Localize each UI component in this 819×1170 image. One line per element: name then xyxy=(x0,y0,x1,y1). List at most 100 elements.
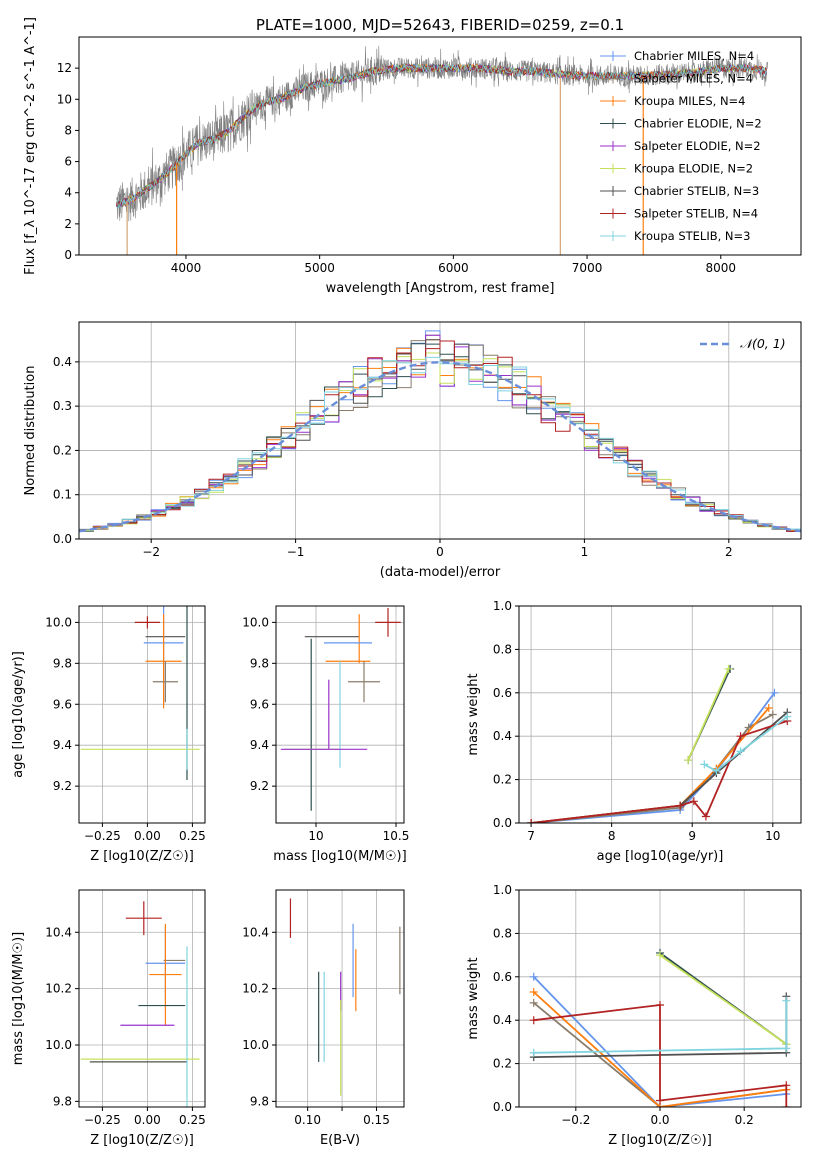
y-tick-label: 9.2 xyxy=(53,779,72,793)
x-tick-label: 8000 xyxy=(706,261,737,275)
legend-label: Chabrier STELIB, N=3 xyxy=(634,184,759,198)
y-tick-label: 0.0 xyxy=(53,532,72,546)
mass-weight-point xyxy=(736,747,745,756)
mass-weight-point xyxy=(529,972,538,981)
x-tick-label: 0.25 xyxy=(179,1113,206,1127)
mass-weight-point xyxy=(656,1096,664,1105)
axes-frame xyxy=(518,605,802,824)
y-tick-label: 0.0 xyxy=(493,816,512,830)
residual-histogram-panel: −2 −1 0 1 2 0.0 0.1 0.2 0.3 0.4 (data-model)/error… xyxy=(23,321,802,580)
x-axis-label: E(B-V) xyxy=(320,1133,360,1148)
figure-title: PLATE=1000, MJD=52643, FIBERID=0259, z=0… xyxy=(256,16,624,34)
x-tick-label: 0.0 xyxy=(650,1113,669,1127)
mass-weight-point xyxy=(701,812,710,821)
y-axis-label: Normed distribution xyxy=(23,366,38,496)
mass-weight-point xyxy=(782,1044,791,1053)
y-tick-label: 9.4 xyxy=(53,738,72,752)
mass-weight-point xyxy=(656,1001,664,1010)
x-tick-label: 10 xyxy=(765,829,780,843)
mass-weight-point xyxy=(529,1048,538,1057)
y-tick-label: 0.4 xyxy=(53,355,72,369)
y-tick-label: 8 xyxy=(64,123,72,137)
normal-distribution-curve xyxy=(79,361,801,533)
axes-frame xyxy=(78,605,206,824)
y-tick-label: 10.4 xyxy=(45,925,72,939)
x-tick-label: 2 xyxy=(725,545,733,559)
mass-weight-point xyxy=(656,951,664,960)
legend-label: Kroupa STELIB, N=3 xyxy=(634,229,751,243)
y-tick-label: 0.2 xyxy=(493,773,512,787)
x-tick-label: −0.25 xyxy=(84,829,121,843)
x-tick-label: 5000 xyxy=(304,261,335,275)
x-tick-label: 7 xyxy=(527,829,535,843)
y-tick-label: 0.2 xyxy=(53,443,72,457)
x-tick-label: 7000 xyxy=(572,261,603,275)
age-vs-metallicity-panel: −0.25 0.00 0.25 9.2 9.4 9.6 9.8 10.0 Z [log10(Z/… xyxy=(11,605,206,864)
x-tick-label: 4000 xyxy=(171,261,202,275)
y-tick-label: 0.0 xyxy=(493,1100,512,1114)
y-tick-label: 0.3 xyxy=(53,399,72,413)
mass-weight-point xyxy=(684,756,693,765)
y-tick-label: 1.0 xyxy=(493,599,512,613)
mass-weight-point xyxy=(770,688,779,697)
x-tick-label: 1 xyxy=(581,545,589,559)
y-tick-label: 0.4 xyxy=(493,729,512,743)
plot-area xyxy=(80,901,200,1107)
y-tick-label: 10.0 xyxy=(45,1038,72,1052)
histogram-series xyxy=(79,339,801,532)
y-axis-label: Flux [f_λ 10^-17 erg cm^-2 s^-1 A^-1] xyxy=(23,17,38,275)
y-tick-label: 0.4 xyxy=(493,1013,512,1027)
y-axis-label: age [log10(age/yr)] xyxy=(11,651,26,778)
plot-area xyxy=(529,948,791,1107)
y-tick-label: 0 xyxy=(64,248,72,262)
y-tick-label: 0.8 xyxy=(493,926,512,940)
mass-weight-series xyxy=(531,713,774,823)
x-axis-label: Z [log10(Z/Z☉)] xyxy=(608,1133,712,1148)
mass-weight-series xyxy=(703,715,788,772)
x-tick-label: −2 xyxy=(142,545,160,559)
x-axis-label: mass [log10(M/M☉)] xyxy=(273,849,406,864)
legend-label: Chabrier MILES, N=4 xyxy=(634,49,754,63)
legend-label: Kroupa MILES, N=4 xyxy=(634,94,746,108)
y-tick-label: 6 xyxy=(64,155,72,169)
plot-area xyxy=(280,608,401,811)
legend-label: Kroupa ELODIE, N=2 xyxy=(634,162,753,176)
mass-weight-vs-metallicity-panel: −0.2 0.0 0.2 0.0 0.2 0.4 0.6 0.8 1.0 Z [log10(Z/Z… xyxy=(466,883,802,1148)
x-tick-label: 6000 xyxy=(438,261,469,275)
y-tick-label: 10.0 xyxy=(45,615,72,629)
plot-area xyxy=(80,606,200,781)
spectrum-panel: 4000 5000 6000 7000 8000 0 2 4 6 8 10 12 wavelength … xyxy=(23,17,802,296)
x-axis-label: wavelength [Angstrom, rest frame] xyxy=(326,281,555,296)
legend-label: Salpeter STELIB, N=4 xyxy=(634,207,758,221)
y-tick-label: 10.0 xyxy=(242,1038,269,1052)
y-tick-label: 4 xyxy=(64,186,72,200)
y-tick-label: 9.8 xyxy=(250,1094,269,1108)
x-tick-label: 0.15 xyxy=(363,1113,390,1127)
y-tick-label: 12 xyxy=(57,61,72,75)
legend-label: Salpeter MILES, N=4 xyxy=(634,72,753,86)
x-tick-label: −0.25 xyxy=(84,1113,121,1127)
mass-weight-point xyxy=(529,998,538,1007)
y-tick-label: 9.2 xyxy=(250,779,269,793)
y-tick-label: 10.2 xyxy=(242,982,269,996)
legend-label: 𝒩(0, 1) xyxy=(740,336,786,351)
mass-weight-series xyxy=(533,991,787,1107)
x-axis-label: age [log10(age/yr)] xyxy=(597,849,724,864)
x-tick-label: −0.2 xyxy=(561,1113,590,1127)
x-tick-label: 0.10 xyxy=(294,1113,321,1127)
y-tick-label: 0.6 xyxy=(493,686,512,700)
histogram-series xyxy=(79,352,801,532)
mass-vs-metallicity-panel: −0.25 0.00 0.25 9.8 10.0 10.2 10.4 Z [log10(Z/Z… xyxy=(11,889,206,1148)
plot-area xyxy=(527,664,792,823)
y-tick-label: 10.2 xyxy=(45,982,72,996)
y-tick-label: 10.0 xyxy=(242,615,269,629)
y-tick-label: 9.8 xyxy=(53,1094,72,1108)
mass-weight-point xyxy=(736,732,745,741)
mass-weight-point xyxy=(700,760,709,769)
mass-weight-point xyxy=(724,664,733,673)
mass-weight-point xyxy=(782,996,791,1005)
x-tick-label: 0.2 xyxy=(735,1113,754,1127)
mass-weight-point xyxy=(712,766,721,775)
x-tick-label: 0.00 xyxy=(134,829,161,843)
